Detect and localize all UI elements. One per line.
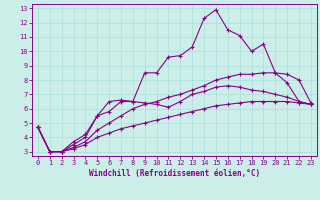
X-axis label: Windchill (Refroidissement éolien,°C): Windchill (Refroidissement éolien,°C) [89, 169, 260, 178]
